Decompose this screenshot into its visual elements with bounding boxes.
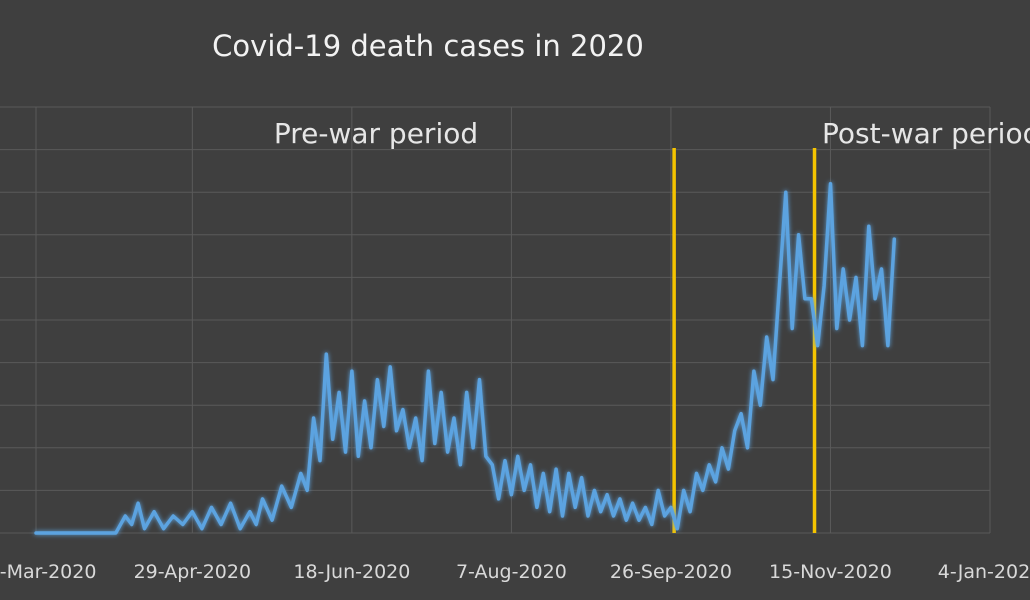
period-label: Post-war period bbox=[822, 117, 1030, 150]
grid bbox=[0, 106, 991, 534]
x-tick-label: 29-Apr-2020 bbox=[134, 561, 251, 583]
x-axis-ticks: 11-Mar-2020 29-Apr-2020 18-Jun-2020 7-Aug-2… bbox=[0, 561, 1030, 583]
period-markers: Pre-war period Post-war period bbox=[274, 117, 1030, 533]
chart-title: Covid-19 death cases in 2020 bbox=[212, 29, 644, 63]
x-tick-label: 26-Sep-2020 bbox=[610, 561, 732, 583]
x-tick-label: 15-Nov-2020 bbox=[769, 561, 892, 583]
x-tick-label: 11-Mar-2020 bbox=[0, 561, 96, 583]
series-line bbox=[34, 181, 897, 535]
x-tick-label: 18-Jun-2020 bbox=[293, 561, 410, 583]
period-label: Pre-war period bbox=[274, 117, 478, 150]
x-tick-label: 7-Aug-2020 bbox=[456, 561, 567, 583]
series-layer bbox=[34, 181, 897, 535]
x-tick-label: 4-Jan-2021 bbox=[938, 561, 1030, 583]
